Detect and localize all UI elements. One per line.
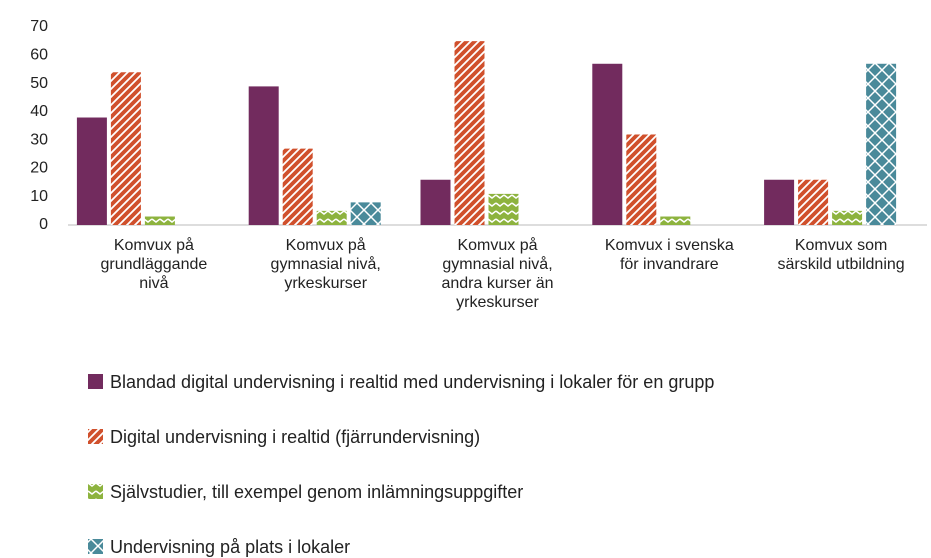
- y-tick-label: 50: [30, 75, 48, 92]
- bar: [866, 63, 897, 226]
- legend-swatch: [88, 539, 103, 554]
- legend-label: Självstudier, till exempel genom inlämni…: [110, 482, 523, 502]
- y-tick-label: 40: [30, 103, 48, 120]
- legend-label: Blandad digital undervisning i realtid m…: [110, 372, 714, 392]
- bar: [316, 210, 347, 225]
- bar: [110, 72, 141, 225]
- bar: [764, 179, 795, 225]
- legend-label: Digital undervisning i realtid (fjärrund…: [110, 427, 480, 447]
- x-tick-label: Komvux som särskild utbildning: [777, 237, 905, 273]
- bar: [626, 134, 657, 225]
- bar: [350, 202, 381, 225]
- y-tick-label: 30: [30, 131, 48, 148]
- y-tick-label: 70: [30, 18, 48, 35]
- bar: [832, 210, 863, 225]
- y-tick-label: 60: [30, 47, 48, 64]
- x-tick-label: Komvux på gymnasial nivå, yrkeskurser: [270, 237, 381, 292]
- bar: [144, 216, 175, 225]
- legend-swatch: [88, 484, 103, 499]
- bar: [592, 63, 623, 226]
- legend-label: Undervisning på plats i lokaler: [110, 537, 350, 557]
- bar: [76, 117, 107, 225]
- bar: [454, 41, 485, 226]
- y-tick-label: 10: [30, 188, 48, 205]
- y-tick-label: 20: [30, 160, 48, 177]
- bar: [488, 193, 519, 225]
- x-tick-label: Komvux på gymnasial nivå, andra kurser ä…: [441, 237, 554, 311]
- legend-swatch: [88, 429, 103, 444]
- bar: [798, 179, 829, 225]
- bar: [660, 216, 691, 225]
- bar: [248, 86, 279, 226]
- x-tick-label: Komvux på grundläggande nivå: [100, 237, 208, 292]
- y-tick-label: 0: [39, 216, 48, 233]
- bar: [282, 148, 313, 225]
- legend-swatch: [88, 374, 103, 389]
- bar: [420, 179, 451, 225]
- x-tick-label: Komvux i svenska för invandrare: [604, 237, 734, 273]
